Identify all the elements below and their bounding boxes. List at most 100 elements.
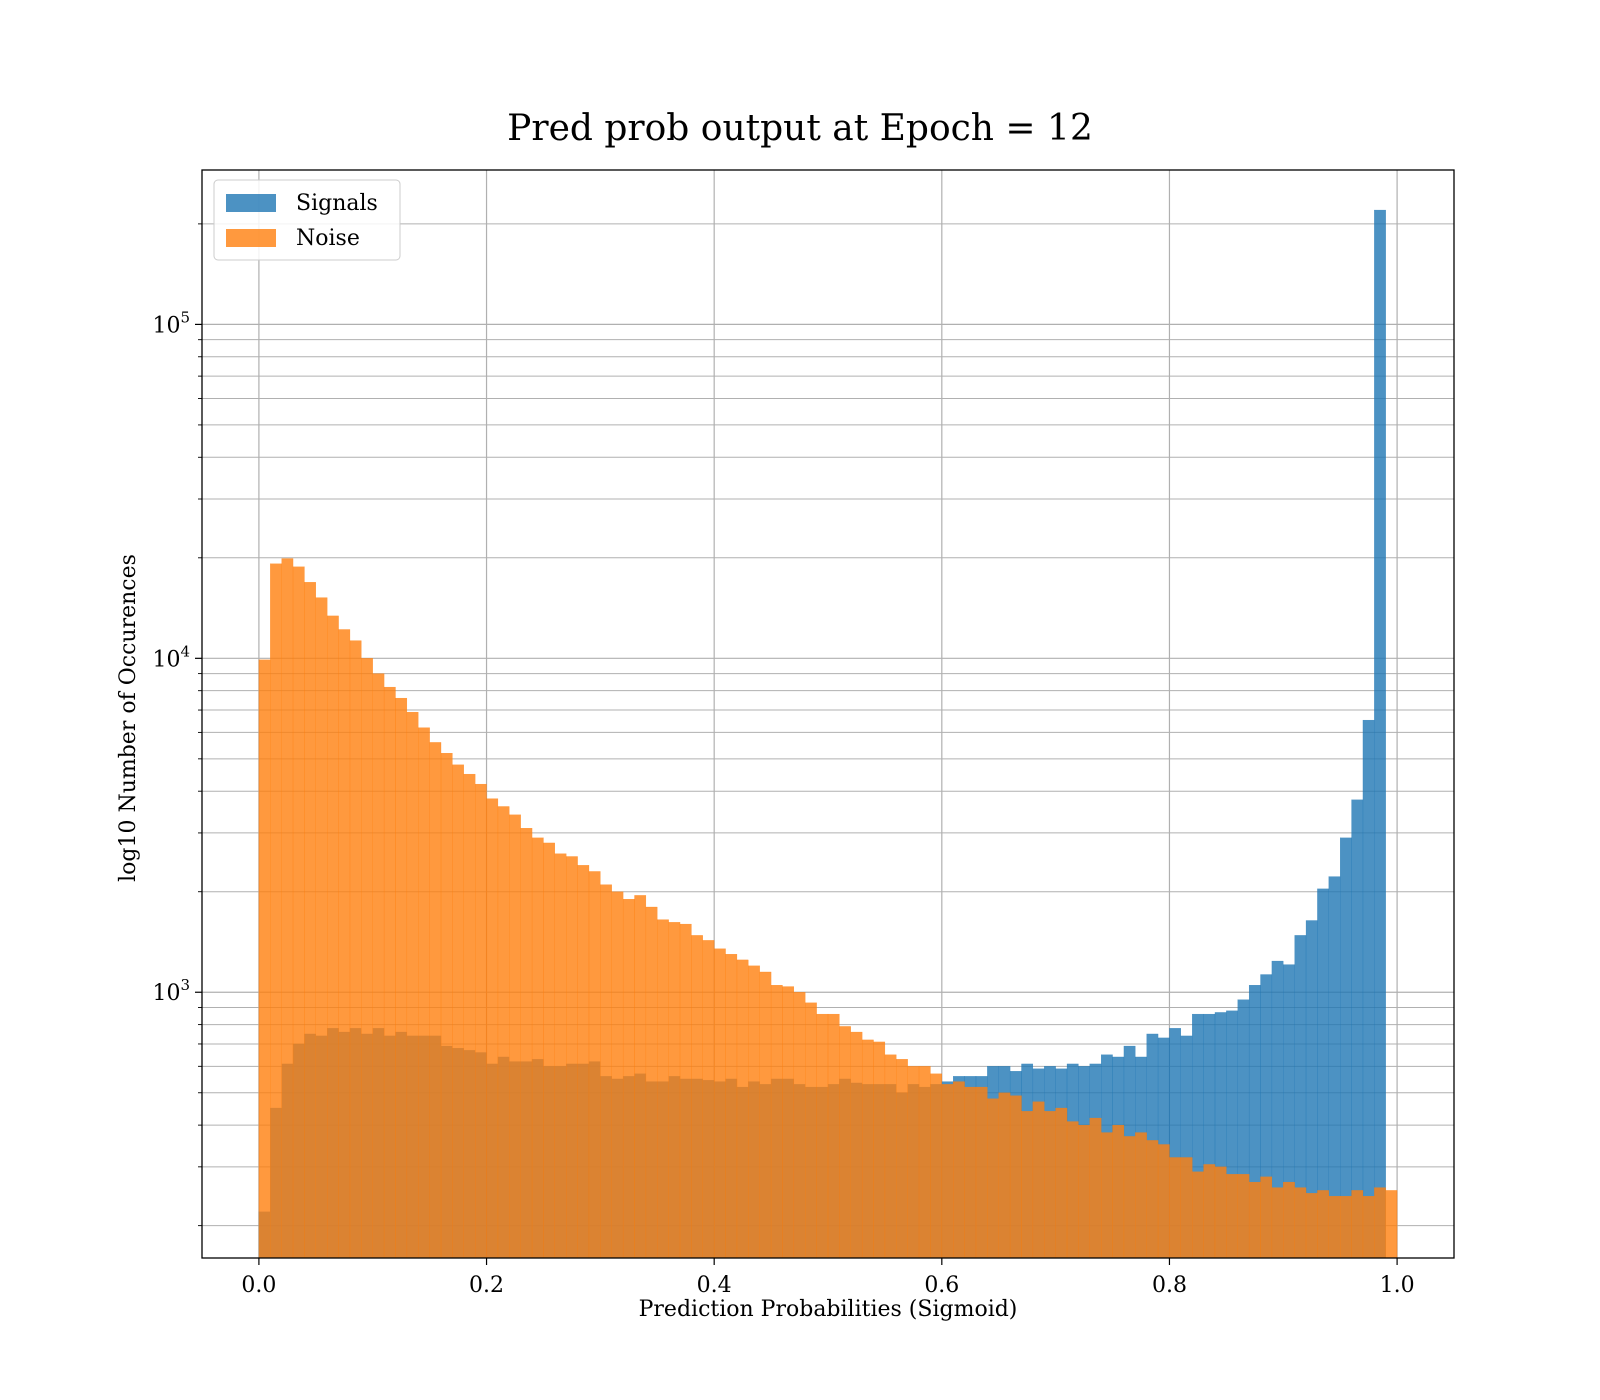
histogram-bar [770, 985, 783, 1259]
histogram-bar [953, 1081, 965, 1259]
histogram-bar [1135, 1132, 1147, 1259]
histogram-bar [1226, 1174, 1238, 1259]
histogram-bar [861, 1039, 874, 1259]
histogram-bar [406, 711, 419, 1259]
histogram-bar [486, 798, 499, 1259]
x-tick-label: 1.0 [1380, 1273, 1415, 1298]
y-tick-label: 105 [152, 308, 190, 338]
histogram-bar [395, 697, 408, 1259]
histogram-bar [1123, 1136, 1136, 1259]
axes-frame [201, 169, 1455, 1259]
histogram-bar [281, 558, 294, 1259]
histogram-bar [1203, 1164, 1216, 1259]
histogram-bar [941, 1084, 954, 1259]
histogram-bar [1248, 1181, 1261, 1259]
histogram-bar [440, 753, 453, 1259]
histogram-bar [1283, 1181, 1295, 1259]
histogram-bars [258, 209, 1398, 1259]
histogram-bar [1055, 1107, 1068, 1259]
histogram-bar [566, 856, 578, 1259]
histogram-bar [463, 773, 476, 1259]
histogram-bar [1237, 1174, 1250, 1259]
tick-labels: 0.0 0.2 0.4 0.6 0.8 1.0 103 104 105 [152, 223, 1415, 1298]
histogram-bar [1214, 1166, 1227, 1259]
y-tick-label: 104 [152, 642, 190, 672]
legend-swatch-signals [226, 194, 276, 212]
histogram-bar [873, 1041, 886, 1259]
histogram-bar [1044, 1111, 1056, 1259]
histogram-bar [418, 727, 430, 1259]
histogram-bar [850, 1031, 863, 1259]
histogram-bar [896, 1059, 908, 1259]
histogram-bar [1146, 1140, 1159, 1259]
histogram-bar [1271, 1187, 1284, 1259]
histogram-bar [1374, 209, 1386, 1259]
histogram-bar [748, 965, 760, 1259]
x-tick-label: 0.6 [924, 1273, 959, 1298]
histogram-bar [736, 959, 749, 1259]
histogram-bar [1157, 1144, 1170, 1259]
histogram-bar [1078, 1124, 1090, 1259]
histogram-bar [509, 814, 521, 1259]
histogram-bar [543, 842, 555, 1259]
histogram-bar [600, 884, 612, 1259]
histogram-bar [1328, 1196, 1341, 1259]
histogram-bar [372, 673, 385, 1259]
histogram-bar [315, 597, 328, 1259]
x-tick-label: 0.8 [1152, 1273, 1187, 1298]
histogram-bar [1169, 1157, 1181, 1259]
histogram-bar [714, 948, 726, 1259]
histogram-bar [725, 954, 738, 1259]
histogram-bar [327, 615, 339, 1259]
histogram-bar [793, 992, 806, 1259]
chart-title: Pred prob output at Epoch = 12 [507, 108, 1093, 149]
histogram-bar [668, 922, 681, 1259]
histogram-bar [1340, 837, 1352, 1259]
legend-label-signals: Signals [296, 191, 378, 216]
histogram-bar [349, 640, 362, 1259]
histogram-bar [1021, 1111, 1034, 1259]
histogram-bar [497, 806, 510, 1259]
histogram-bar [839, 1026, 851, 1259]
histogram-bar [975, 1086, 988, 1259]
histogram-bar [1374, 1187, 1386, 1259]
histogram-bar [1032, 1101, 1045, 1259]
histogram-bar [383, 686, 396, 1259]
histogram-bar [679, 923, 692, 1259]
histogram-bar [1385, 1190, 1398, 1259]
histogram-bar [452, 764, 464, 1259]
histogram-bar [816, 1013, 829, 1259]
histogram-bar [634, 895, 647, 1259]
histogram-bar [475, 783, 487, 1259]
histogram-bar [270, 563, 282, 1259]
histogram-bar [1317, 1190, 1329, 1259]
y-tick-label: 103 [152, 976, 190, 1006]
histogram-bar [918, 1066, 931, 1259]
histogram-bar [577, 865, 590, 1259]
histogram-bar [1089, 1117, 1102, 1259]
histogram-bar [1101, 1132, 1113, 1259]
axes [201, 169, 1455, 1259]
histogram-bar [827, 1013, 840, 1259]
histogram-bar [1294, 1187, 1307, 1259]
histogram-bar [964, 1086, 977, 1259]
histogram-bar [657, 919, 669, 1259]
histogram-bar [1362, 719, 1375, 1259]
histogram-bar [702, 940, 715, 1259]
x-tick-label: 0.4 [697, 1273, 732, 1298]
legend-label-noise: Noise [296, 226, 360, 251]
series-noise [258, 558, 1398, 1259]
histogram-bar [429, 742, 442, 1259]
histogram-bar [987, 1098, 999, 1259]
histogram-bar [1362, 1196, 1375, 1259]
x-tick-label: 0.0 [241, 1273, 276, 1298]
histogram-bar [1260, 1176, 1273, 1259]
histogram-bar [691, 935, 703, 1259]
histogram-bar [1066, 1121, 1079, 1259]
histogram-bar [884, 1054, 897, 1259]
histogram-bar [1009, 1095, 1022, 1259]
histogram-bar [998, 1092, 1011, 1259]
histogram-bar [611, 891, 624, 1259]
